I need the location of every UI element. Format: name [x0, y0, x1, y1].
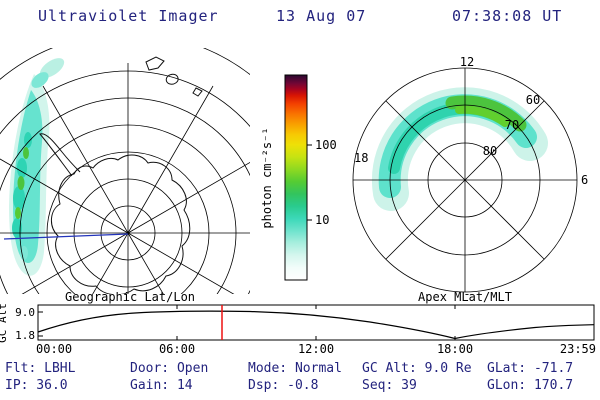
xtick-2359: 23:59	[560, 342, 596, 356]
status-door: Door: Open	[130, 361, 209, 376]
strip-ymin-tick: 1.8	[15, 329, 35, 342]
xtick-0000: 00:00	[36, 342, 72, 356]
mlt-label-18: 18	[354, 151, 368, 165]
status-gc-alt: GC Alt: 9.0 Re	[362, 361, 472, 376]
time-display: 07:38:08 UT	[452, 7, 563, 25]
xtick-1200: 12:00	[298, 342, 334, 356]
spacecraft-track-line	[3, 233, 129, 240]
island-outline	[192, 87, 203, 97]
altitude-curve	[37, 310, 595, 340]
status-ip: IP: 36.0	[5, 378, 68, 393]
status-gain: Gain: 14	[130, 378, 193, 393]
colorbar-panel: 100 10 photon cm⁻²s⁻¹	[260, 74, 337, 281]
xtick-1800: 18:00	[437, 342, 473, 356]
status-dsp: Dsp: -0.8	[248, 378, 319, 393]
apex-grid	[352, 67, 578, 293]
chart-frame	[37, 304, 595, 341]
apex-polar-panel: 12 18 6 0 60 70 80	[352, 55, 588, 295]
mlt-label-12: 12	[460, 55, 474, 69]
strip-ymax-tick: 9.0	[15, 306, 35, 319]
status-seq: Seq: 39	[362, 378, 417, 393]
apex-plot-caption: Apex MLat/MLT	[418, 292, 512, 304]
colorbar-tick-100: 100	[315, 138, 337, 152]
mlat-label-80: 80	[483, 144, 497, 158]
status-glat: GLat: -71.7	[487, 361, 574, 376]
mlt-label-6: 6	[581, 173, 588, 187]
geo-grid	[0, 48, 250, 294]
colorbar-label: photon cm⁻²s⁻¹	[260, 127, 274, 228]
status-flt: Flt: LBHL	[5, 361, 76, 376]
strip-y-axis-label: GC Alt	[0, 303, 9, 343]
mlat-label-60: 60	[526, 93, 540, 107]
date-display: 13 Aug 07	[276, 7, 367, 25]
axis-tickmarks	[38, 305, 456, 340]
status-glon: GLon: 170.7	[487, 378, 574, 393]
status-mode: Mode: Normal	[248, 361, 342, 376]
antarctic-peninsula	[39, 133, 81, 177]
geo-map-caption: Geographic Lat/Lon	[65, 292, 195, 304]
app-title: Ultraviolet Imager	[38, 7, 219, 25]
mlat-label-70: 70	[505, 118, 519, 132]
colorbar-tick-10: 10	[315, 213, 329, 227]
geographic-map-panel	[0, 48, 250, 294]
antarctica-coastline	[39, 56, 203, 294]
aurora-emission-apex	[371, 87, 548, 211]
colorbar-gradient-bar	[284, 74, 308, 281]
island-outline	[165, 73, 179, 85]
island-outline	[145, 56, 165, 71]
xtick-0600: 06:00	[159, 342, 195, 356]
altitude-strip-chart: Geographic Lat/Lon Apex MLat/MLT GC Alt …	[0, 292, 596, 356]
aurora-emission-geo	[9, 58, 65, 276]
mlt-label-0: 0	[463, 292, 470, 295]
